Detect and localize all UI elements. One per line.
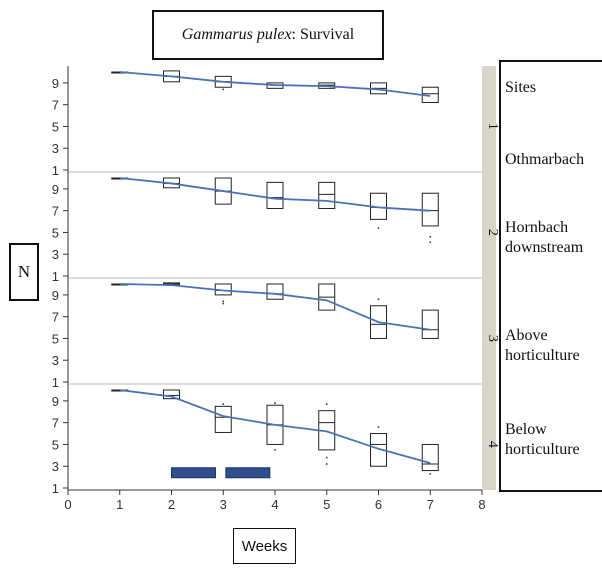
x-axis-label: Weeks bbox=[241, 537, 288, 555]
outlier-p4-w5-1 bbox=[325, 456, 328, 459]
legend-site-4: Below horticulture bbox=[505, 421, 580, 458]
y-tick-label-p1-3: 3 bbox=[52, 141, 59, 156]
y-tick-label-p4-7: 7 bbox=[52, 416, 59, 431]
box-p3-w4 bbox=[266, 283, 284, 300]
outlier-p2-w7-0 bbox=[429, 235, 432, 238]
y-axis-label: N bbox=[17, 262, 31, 281]
x-tick-label-7: 7 bbox=[427, 497, 434, 512]
box-p2-w5 bbox=[318, 181, 336, 209]
outlier-p3-w6-0 bbox=[377, 298, 380, 301]
y-tick-label-p1-1: 1 bbox=[52, 163, 59, 178]
box-p4-w3 bbox=[214, 405, 232, 433]
y-tick-label-p4-1: 1 bbox=[52, 481, 59, 496]
box-p4-w6 bbox=[370, 433, 387, 467]
site-legend: Sites Othmarbach Hornbach downstream Abo… bbox=[499, 60, 602, 492]
x-axis-label-box: Weeks bbox=[233, 528, 296, 564]
box-p4-w2 bbox=[163, 389, 180, 400]
legend-site-3: Above horticulture bbox=[505, 327, 580, 364]
y-tick-label-p3-7: 7 bbox=[52, 310, 59, 325]
y-tick-label-p2-9: 9 bbox=[52, 182, 59, 197]
box-p3-w6 bbox=[370, 305, 387, 339]
x-tick-label-5: 5 bbox=[323, 497, 330, 512]
y-tick-label-p2-3: 3 bbox=[52, 247, 59, 262]
y-tick-label-p3-9: 9 bbox=[52, 288, 59, 303]
strip-label-4: 4 bbox=[485, 441, 500, 448]
trend-line-p3 bbox=[119, 283, 431, 331]
chart-title-species: Gammarus pulex bbox=[181, 26, 292, 43]
x-tick-label-0: 0 bbox=[64, 497, 71, 512]
outlier-p1-w3-0 bbox=[222, 88, 225, 91]
treatment-bar-1 bbox=[171, 467, 216, 479]
panel-strip-bar bbox=[482, 66, 496, 490]
strip-label-2: 2 bbox=[485, 229, 500, 236]
strip-label-1: 1 bbox=[485, 123, 500, 130]
x-tick-label-2: 2 bbox=[168, 497, 175, 512]
x-tick-label-6: 6 bbox=[375, 497, 382, 512]
y-tick-label-p1-9: 9 bbox=[52, 76, 59, 91]
y-tick-label-p2-7: 7 bbox=[52, 204, 59, 219]
y-tick-label-p1-7: 7 bbox=[52, 98, 59, 113]
outlier-p4-w7-0 bbox=[429, 472, 432, 475]
y-tick-label-p1-5: 5 bbox=[52, 119, 59, 134]
y-tick-label-p4-9: 9 bbox=[52, 394, 59, 409]
x-tick-label-4: 4 bbox=[271, 497, 278, 512]
strip-label-3: 3 bbox=[485, 335, 500, 342]
outlier-p2-w7-1 bbox=[429, 241, 432, 244]
y-tick-label-p4-3: 3 bbox=[52, 459, 59, 474]
box-p4-w7 bbox=[421, 443, 439, 472]
treatment-bar-2 bbox=[225, 467, 271, 479]
outlier-p2-w6-0 bbox=[377, 227, 380, 229]
y-tick-label-p3-3: 3 bbox=[52, 353, 59, 368]
outlier-p4-w4-0 bbox=[274, 402, 276, 404]
x-tick-label-1: 1 bbox=[116, 497, 123, 512]
x-tick-label-8: 8 bbox=[478, 497, 485, 512]
outlier-p3-w3-1 bbox=[222, 302, 225, 305]
outlier-p4-w5-2 bbox=[325, 463, 328, 465]
y-tick-label-p2-5: 5 bbox=[52, 225, 59, 240]
y-tick-label-p2-1: 1 bbox=[52, 269, 59, 284]
y-axis-label-box: N bbox=[9, 243, 39, 301]
box-p2-w4 bbox=[266, 181, 284, 209]
box-p3-w7 bbox=[421, 309, 439, 339]
x-tick-label-3: 3 bbox=[220, 497, 227, 512]
outlier-p4-w6-0 bbox=[377, 426, 380, 428]
outlier-p4-w5-0 bbox=[325, 403, 328, 406]
trend-line-p2 bbox=[119, 177, 431, 212]
y-tick-label-p3-5: 5 bbox=[52, 331, 59, 346]
legend-site-2: Hornbach downstream bbox=[505, 219, 584, 256]
legend-heading: Sites bbox=[505, 79, 537, 96]
chart-title-box: Gammarus pulex: Survival bbox=[152, 10, 384, 60]
outlier-p4-w3-0 bbox=[222, 403, 225, 406]
y-tick-label-p4-5: 5 bbox=[52, 437, 59, 452]
outlier-p4-w4-1 bbox=[274, 448, 276, 451]
outlier-p3-w3-0 bbox=[222, 300, 225, 303]
trend-line-p1 bbox=[119, 71, 431, 97]
chart-title-rest: : Survival bbox=[291, 26, 355, 43]
legend-site-1: Othmarbach bbox=[505, 151, 585, 168]
trend-line-p4 bbox=[119, 389, 431, 464]
y-tick-label-p3-1: 1 bbox=[52, 375, 59, 390]
